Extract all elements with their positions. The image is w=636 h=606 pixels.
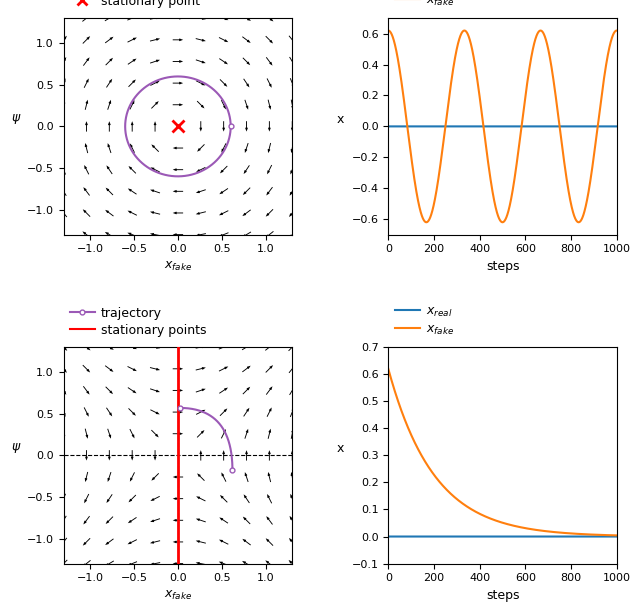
Y-axis label: $\psi$: $\psi$ (11, 441, 21, 455)
Legend: trajectory, stationary points: trajectory, stationary points (70, 307, 207, 336)
Legend: $x_{real}$, $x_{fake}$: $x_{real}$, $x_{fake}$ (394, 0, 454, 8)
X-axis label: steps: steps (486, 260, 520, 273)
Y-axis label: $\psi$: $\psi$ (11, 112, 21, 127)
Legend: $x_{real}$, $x_{fake}$: $x_{real}$, $x_{fake}$ (394, 305, 454, 336)
Y-axis label: x: x (336, 442, 344, 455)
X-axis label: steps: steps (486, 589, 520, 602)
X-axis label: $x_{fake}$: $x_{fake}$ (164, 260, 192, 273)
X-axis label: $x_{fake}$: $x_{fake}$ (164, 589, 192, 602)
Y-axis label: x: x (336, 113, 344, 127)
Legend: trajectory, stationary point: trajectory, stationary point (70, 0, 200, 8)
